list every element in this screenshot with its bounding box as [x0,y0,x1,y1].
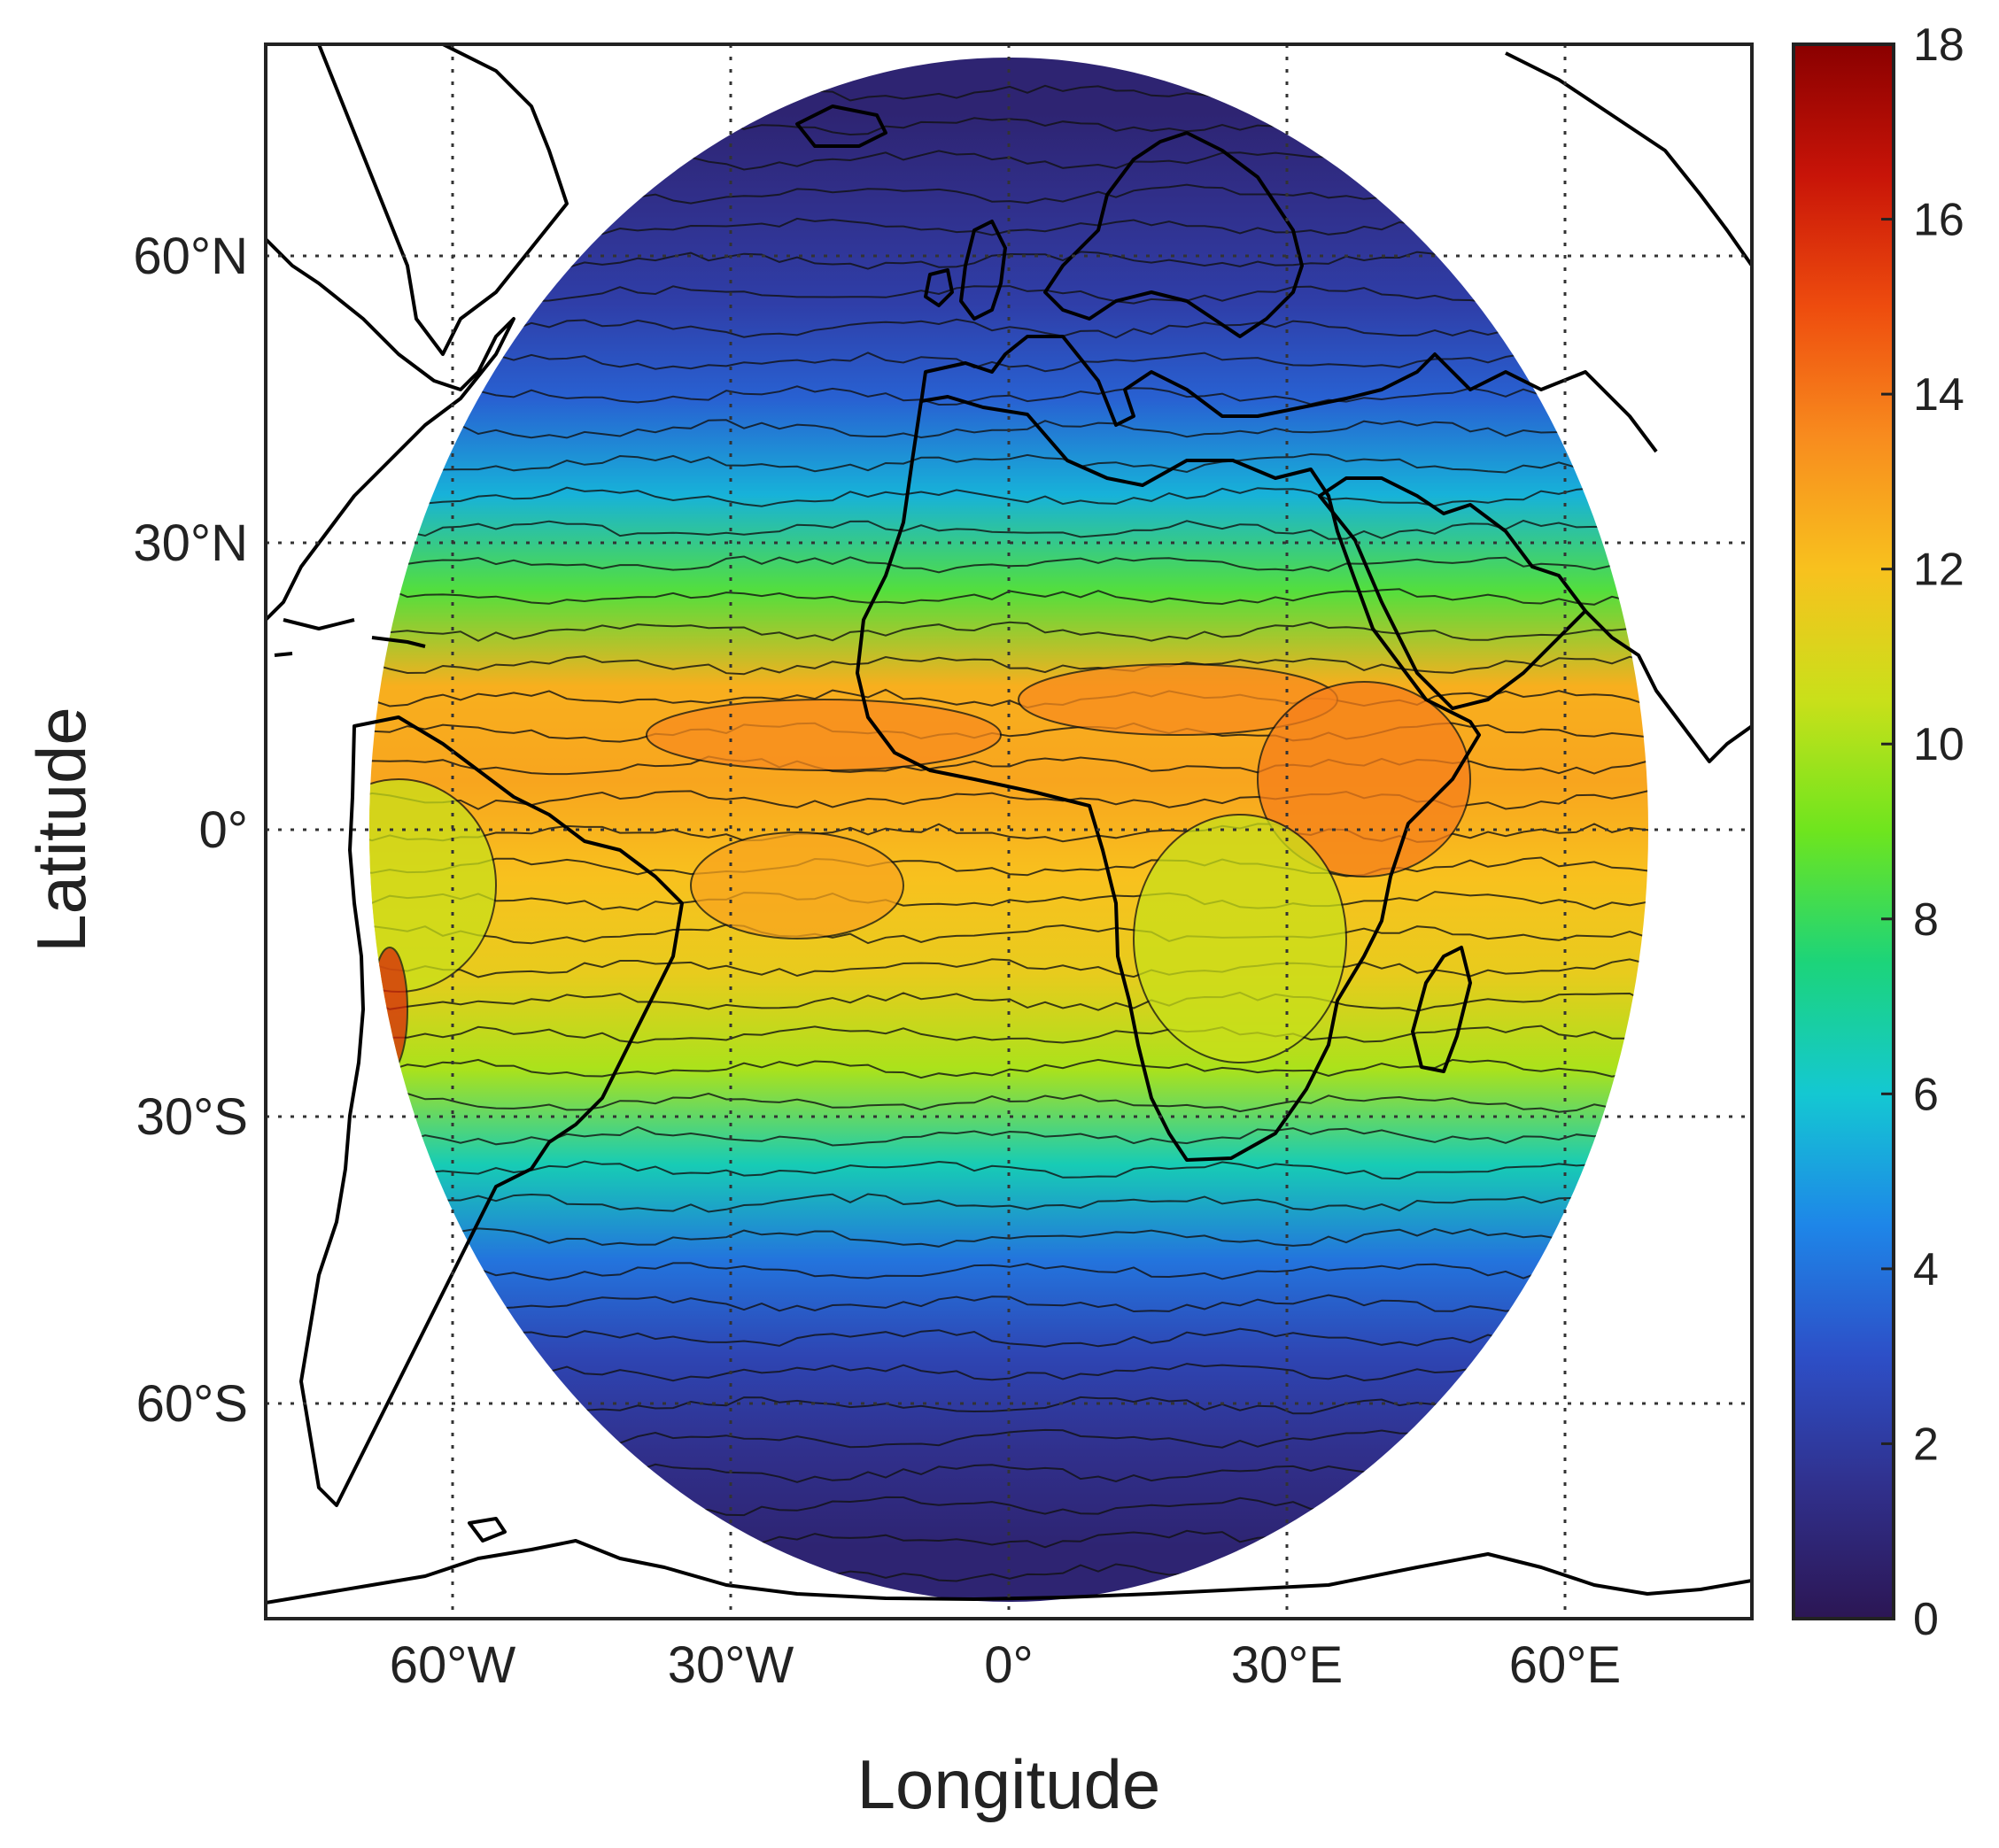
colorbar-tick-label: 10 [1913,719,1964,770]
contour-line [369,1125,1648,1147]
contour-line [369,1193,1648,1213]
colorbar: 0 2 4 6 8 10 12 14 16 18 [1792,19,1964,1645]
colorbar-tick-label: 14 [1913,369,1964,421]
coastline-falklands [468,1517,507,1543]
contour-line [369,621,1648,642]
coastline-caribbean [274,618,426,657]
anomaly-patch [1133,814,1347,1063]
coastline-africa [856,395,1481,1162]
contour-line [369,1227,1648,1248]
contour-line [369,856,1648,878]
coastlines [266,44,1752,1604]
colorbar-tick-label: 16 [1913,195,1964,246]
contour-line [369,486,1648,507]
contour-line [369,555,1648,574]
earth-disk [369,58,1648,1602]
x-axis-title: Longitude [857,1745,1161,1823]
contour-line [369,655,1648,676]
regional-anomaly-patches [369,663,1471,1072]
coastline-antarctica [266,1539,1752,1604]
colorbar-tick-label: 6 [1913,1069,1939,1120]
lat-tick-label: 30°N [133,514,248,572]
plot-frame [264,43,1754,1620]
coastline-arabia [1318,476,1587,710]
colorbar-tick-labels: 0 2 4 6 8 10 12 14 16 18 [1881,19,1964,1645]
anomaly-patch [371,947,408,1072]
contour-line [369,1025,1648,1045]
colorbar-tick-label: 0 [1913,1594,1939,1645]
contour-line [369,385,1648,406]
contour-line [369,452,1648,474]
anomaly-patch [690,831,904,939]
contour-line [369,1058,1648,1079]
coastline-north-america [266,237,515,622]
contour-line [369,1160,1648,1180]
contour-line [369,790,1648,810]
contour-line [369,891,1648,911]
lat-tick-label: 60°S [136,1375,248,1433]
coastline-asia [1584,609,1752,763]
colorbar-tick-label: 18 [1913,19,1964,71]
colorbar-gradient [1792,43,1895,1620]
coastline-iceland [795,104,887,148]
earth-disk-fill [369,58,1648,1602]
longitude-tick-labels: 60°W 30°W 0° 30°E 60°E [390,1636,1621,1694]
y-axis-title: Latitude [22,707,100,953]
contour-line [369,991,1648,1012]
coastline-ireland [924,268,954,307]
colorbar-tick-label: 2 [1913,1419,1939,1470]
coastline-madagascar [1411,946,1472,1073]
lon-tick-label: 30°E [1231,1636,1343,1694]
contour-line [369,519,1648,540]
lon-tick-label: 60°W [390,1636,516,1694]
contour-line [369,823,1648,843]
contour-line [369,1294,1648,1315]
contour-line [369,924,1648,945]
colorbar-tick-label: 8 [1913,894,1939,946]
coastline-britain [959,220,1007,321]
contour-line [369,958,1648,978]
contour-line [369,419,1648,439]
graticule [266,44,1752,1619]
colorbar-tick-label: 12 [1913,545,1964,596]
contour-line [369,755,1648,776]
lon-tick-label: 60°E [1509,1636,1621,1694]
colorbar-tick-label: 4 [1913,1244,1939,1295]
lat-tick-label: 30°S [136,1088,248,1146]
lon-tick-label: 30°W [668,1636,794,1694]
coastline-south-america [299,715,684,1507]
coastline-greenland [317,44,569,356]
coastline-scandinavia [1043,131,1304,338]
lat-tick-label: 0° [199,801,248,859]
lon-tick-label: 0° [984,1636,1033,1694]
coastline-asia-north [1505,51,1752,267]
latitude-tick-labels: 60°N 30°N 0° 30°S 60°S [133,228,248,1433]
anomaly-patch [1257,681,1471,878]
contour-line [369,1261,1648,1281]
contour-line [369,352,1648,373]
lat-tick-label: 60°N [133,228,248,285]
contour-line [369,1092,1648,1113]
coastline-europe [919,335,1658,453]
contour-line [369,588,1648,606]
anomaly-patch [646,699,1002,771]
